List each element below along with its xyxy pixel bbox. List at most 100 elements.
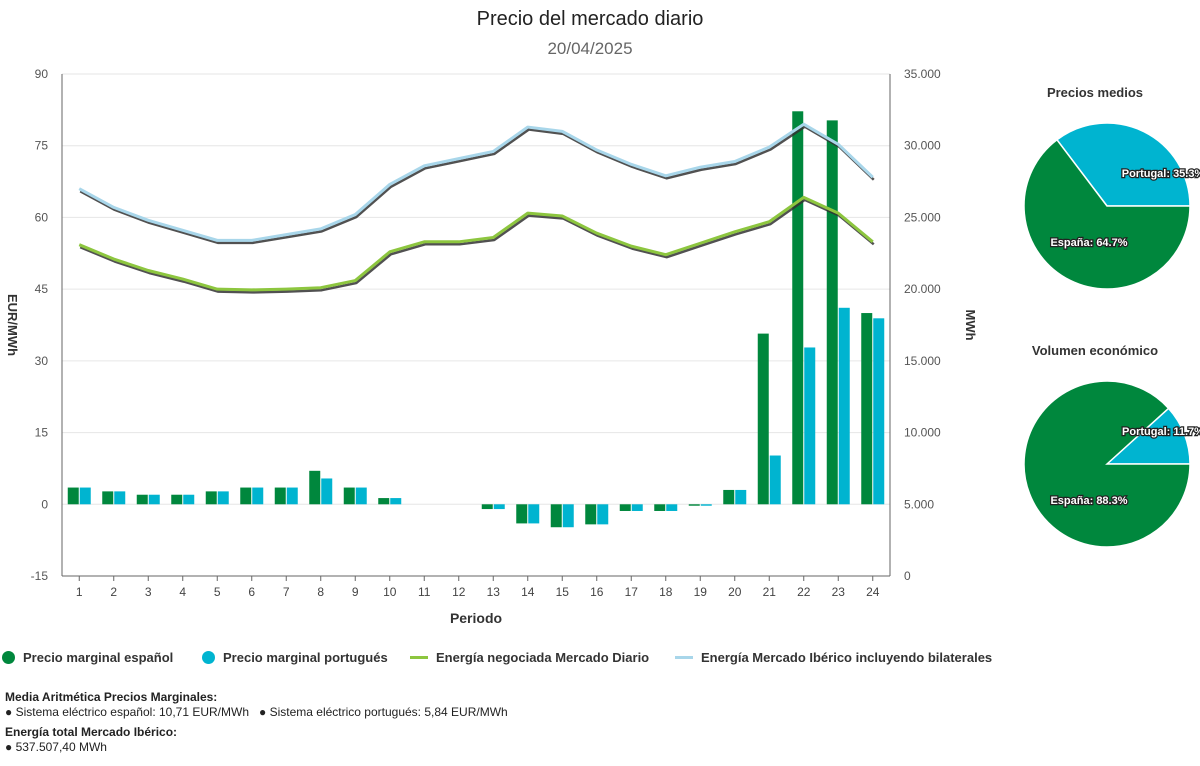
bar-precio-portugues xyxy=(562,504,574,528)
pie-slice-label: España: 88.3% xyxy=(1050,495,1127,507)
legend-label: Precio marginal español xyxy=(23,650,174,665)
x-tick-label: 18 xyxy=(659,585,673,599)
bar-precio-portugues xyxy=(252,487,264,505)
pie-label-outline: Portugal: 11.7% xyxy=(1122,426,1200,438)
avg-prices-heading: Media Aritmética Precios Marginales: xyxy=(5,690,218,704)
pie-slice-label: Portugal: 35.3% xyxy=(1122,168,1200,180)
bar-precio-espanol xyxy=(67,487,79,505)
y2-tick-label: 5.000 xyxy=(904,497,934,511)
legend-dot-icon xyxy=(2,651,15,664)
legend-item-energia-diario[interactable]: Energía negociada Mercado Diario xyxy=(410,650,649,665)
y2-tick-label: 15.000 xyxy=(904,354,941,368)
bar-precio-espanol xyxy=(516,504,528,524)
legend-line-icon xyxy=(410,656,428,659)
bar-precio-portugues xyxy=(79,487,91,505)
bar-precio-portugues xyxy=(114,491,126,505)
bar-precio-portugues xyxy=(183,494,195,505)
x-tick-label: 20 xyxy=(728,585,742,599)
bar-precio-portugues xyxy=(286,487,298,505)
x-axis-title: Periodo xyxy=(450,610,502,626)
x-tick-label: 24 xyxy=(866,585,880,599)
x-tick-label: 21 xyxy=(763,585,777,599)
y-tick-label: 75 xyxy=(35,139,49,153)
bar-precio-espanol xyxy=(550,504,562,528)
legend: Precio marginal español Precio marginal … xyxy=(0,650,1200,670)
x-tick-label: 6 xyxy=(248,585,255,599)
x-tick-label: 4 xyxy=(179,585,186,599)
bar-precio-espanol xyxy=(205,491,217,505)
pie-label-outline: España: 64.7% xyxy=(1050,237,1127,249)
bar-precio-portugues xyxy=(804,347,816,505)
x-tick-label: 14 xyxy=(521,585,535,599)
legend-item-energia-iberico[interactable]: Energía Mercado Ibérico incluyendo bilat… xyxy=(675,650,992,665)
y-tick-label: 15 xyxy=(35,426,49,440)
line-energia-iberico xyxy=(78,122,874,242)
bar-precio-espanol xyxy=(757,333,769,505)
y-tick-label: -15 xyxy=(31,569,49,583)
bar-precio-espanol xyxy=(792,111,804,505)
y2-tick-label: 10.000 xyxy=(904,426,941,440)
legend-dot-icon xyxy=(202,651,215,664)
series-line-shadow xyxy=(79,198,875,294)
bar-precio-espanol xyxy=(826,120,838,505)
x-tick-label: 13 xyxy=(487,585,501,599)
bar-precio-espanol xyxy=(481,504,493,510)
bar-precio-espanol xyxy=(240,487,252,505)
bar-precio-portugues xyxy=(666,504,678,511)
y-tick-label: 90 xyxy=(35,67,49,81)
avg-prices-row: ● Sistema eléctrico español: 10,71 EUR/M… xyxy=(5,705,508,720)
bar-precio-espanol xyxy=(585,504,597,525)
y2-tick-label: 35.000 xyxy=(904,67,941,81)
y2-tick-label: 25.000 xyxy=(904,210,941,224)
x-tick-label: 8 xyxy=(317,585,324,599)
bar-precio-portugues xyxy=(873,318,885,505)
legend-label: Energía Mercado Ibérico incluyendo bilat… xyxy=(701,650,993,665)
bar-precio-portugues xyxy=(838,307,850,505)
pie-title: Precios medios xyxy=(1047,85,1143,100)
x-tick-label: 19 xyxy=(694,585,708,599)
x-tick-label: 10 xyxy=(383,585,397,599)
bar-precio-espanol xyxy=(171,494,183,505)
x-tick-label: 22 xyxy=(797,585,811,599)
energy-total-value: ● 537.507,40 MWh xyxy=(5,740,107,754)
bar-precio-portugues xyxy=(217,491,229,505)
x-tick-label: 3 xyxy=(145,585,152,599)
pie-slice-label: España: 64.7% xyxy=(1050,237,1127,249)
bar-precio-portugues xyxy=(493,504,505,510)
x-tick-label: 16 xyxy=(590,585,604,599)
bar-precio-portugues xyxy=(390,498,402,505)
legend-item-precio-portugues[interactable]: Precio marginal portugués xyxy=(202,650,388,665)
pie-title: Volumen económico xyxy=(1032,343,1158,358)
bar-precio-espanol xyxy=(309,470,321,505)
x-tick-label: 9 xyxy=(352,585,359,599)
y-tick-label: 0 xyxy=(41,497,48,511)
x-tick-label: 12 xyxy=(452,585,466,599)
pie-slice xyxy=(1105,407,1191,465)
bar-precio-espanol xyxy=(619,504,631,511)
chart-subtitle: 20/04/2025 xyxy=(547,39,633,58)
x-tick-label: 23 xyxy=(832,585,846,599)
legend-label: Energía negociada Mercado Diario xyxy=(436,650,650,665)
bar-precio-portugues xyxy=(631,504,643,511)
pie-slice xyxy=(1055,122,1191,207)
bar-precio-portugues xyxy=(148,494,160,505)
legend-item-precio-espanol[interactable]: Precio marginal español xyxy=(2,650,173,665)
series-line-shadow xyxy=(79,125,875,245)
energy-total-heading: Energía total Mercado Ibérico: xyxy=(5,725,178,739)
y2-tick-label: 0 xyxy=(904,569,911,583)
legend-line-icon xyxy=(675,656,693,659)
portugal-avg-price: ● Sistema eléctrico portugués: 5,84 EUR/… xyxy=(259,705,508,719)
bar-precio-espanol xyxy=(654,504,666,511)
x-tick-label: 5 xyxy=(214,585,221,599)
x-tick-label: 15 xyxy=(556,585,570,599)
bar-precio-portugues xyxy=(700,504,712,506)
y2-tick-label: 20.000 xyxy=(904,282,941,296)
bar-precio-portugues xyxy=(355,487,367,505)
pie-label-outline: España: 88.3% xyxy=(1050,495,1127,507)
chart-title: Precio del mercado diario xyxy=(476,8,704,30)
bar-precio-espanol xyxy=(343,487,355,505)
pie-slice-label: Portugal: 11.7% xyxy=(1122,426,1200,438)
spain-avg-price: ● Sistema eléctrico español: 10,71 EUR/M… xyxy=(5,705,250,719)
